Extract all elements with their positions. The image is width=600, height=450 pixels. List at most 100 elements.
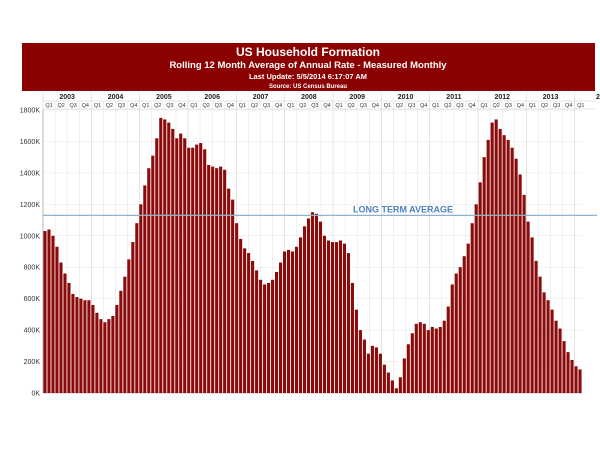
bar: [195, 144, 199, 393]
bar: [326, 240, 331, 393]
quarter-label: Q3: [215, 103, 222, 109]
bar: [127, 259, 131, 393]
quarter-label: Q2: [57, 103, 64, 109]
bar: [223, 169, 227, 393]
bar: [574, 366, 578, 393]
bar: [406, 344, 410, 393]
bar: [75, 297, 79, 393]
bar: [398, 377, 402, 393]
y-tick-label: 1600K: [20, 139, 41, 146]
year-label: 2004: [108, 94, 124, 101]
bar: [482, 157, 486, 393]
bar: [374, 347, 378, 393]
quarter-label: Q3: [553, 103, 560, 109]
quarter-label: Q1: [432, 103, 439, 109]
bar: [390, 380, 394, 393]
year-label: 2003: [59, 94, 75, 101]
bar: [370, 345, 374, 393]
bar: [430, 326, 434, 393]
last-update-text: Last Update: 5/5/2014 6:17:07 AM: [249, 72, 367, 81]
quarter-label: Q3: [456, 103, 463, 109]
year-label: 2.: [596, 94, 600, 101]
year-label: 2009: [349, 94, 365, 101]
bar: [298, 237, 303, 393]
bar: [578, 369, 582, 393]
quarter-label: Q3: [311, 103, 318, 109]
y-tick-label: 600K: [24, 296, 41, 303]
quarter-label: Q4: [178, 103, 185, 109]
bar: [71, 293, 75, 393]
bar: [506, 139, 510, 393]
quarter-label: Q1: [190, 103, 197, 109]
bar: [255, 270, 259, 393]
bar: [227, 188, 231, 393]
bar: [239, 238, 243, 393]
bar: [462, 256, 466, 393]
bar: [235, 223, 239, 393]
quarter-label: Q3: [70, 103, 77, 109]
bar: [179, 133, 183, 394]
quarter-label: Q1: [142, 103, 149, 109]
bar: [526, 221, 530, 393]
year-label: 2010: [398, 94, 414, 101]
bar: [494, 119, 498, 393]
bar: [566, 352, 570, 393]
quarter-label: Q3: [505, 103, 512, 109]
year-label: 2007: [253, 94, 269, 101]
bar: [330, 242, 335, 393]
bar: [103, 322, 107, 393]
bar: [211, 166, 215, 393]
bar: [458, 267, 462, 393]
quarter-label: Q2: [541, 103, 548, 109]
quarter-label: Q4: [323, 103, 330, 109]
bar: [243, 248, 247, 393]
source-text: Source: US Census Bureau: [269, 84, 347, 90]
bar: [63, 273, 67, 393]
bar: [294, 246, 299, 393]
bar: [346, 253, 350, 393]
bar: [159, 117, 163, 393]
quarter-label: Q1: [45, 103, 52, 109]
bar: [530, 237, 534, 393]
bar: [502, 135, 506, 393]
bar: [99, 319, 103, 393]
y-tick-label: 200K: [24, 359, 41, 366]
bar: [247, 253, 251, 393]
bar: [191, 147, 195, 393]
bar: [175, 138, 179, 393]
bar: [498, 128, 502, 393]
y-tick-label: 800K: [24, 265, 41, 272]
year-label: 2013: [543, 94, 559, 101]
bar: [251, 260, 255, 393]
quarter-label: Q4: [420, 103, 427, 109]
bar: [302, 226, 307, 393]
bar: [446, 306, 450, 393]
bar: [414, 323, 418, 393]
bar: [554, 320, 558, 393]
year-label: 2012: [494, 94, 510, 101]
bar: [87, 300, 91, 393]
quarter-label: Q1: [384, 103, 391, 109]
quarter-label: Q4: [227, 103, 234, 109]
bar: [558, 328, 562, 393]
bar: [510, 147, 514, 393]
long-term-average-label: LONG TERM AVERAGE: [353, 204, 453, 214]
bar: [570, 359, 574, 393]
bar: [386, 372, 390, 393]
quarter-label: Q3: [166, 103, 173, 109]
bar: [67, 282, 71, 393]
bar: [434, 328, 438, 393]
bar: [534, 260, 538, 393]
bar: [318, 221, 323, 393]
bar: [550, 309, 554, 393]
quarter-label: Q4: [565, 103, 572, 109]
y-tick-label: 1400K: [20, 170, 41, 177]
bar: [171, 128, 175, 393]
bar: [358, 330, 362, 393]
quarter-label: Q4: [275, 103, 282, 109]
bar: [135, 223, 139, 393]
bar: [514, 158, 518, 393]
bar: [354, 309, 358, 393]
bar: [215, 168, 219, 393]
bar: [562, 341, 566, 393]
